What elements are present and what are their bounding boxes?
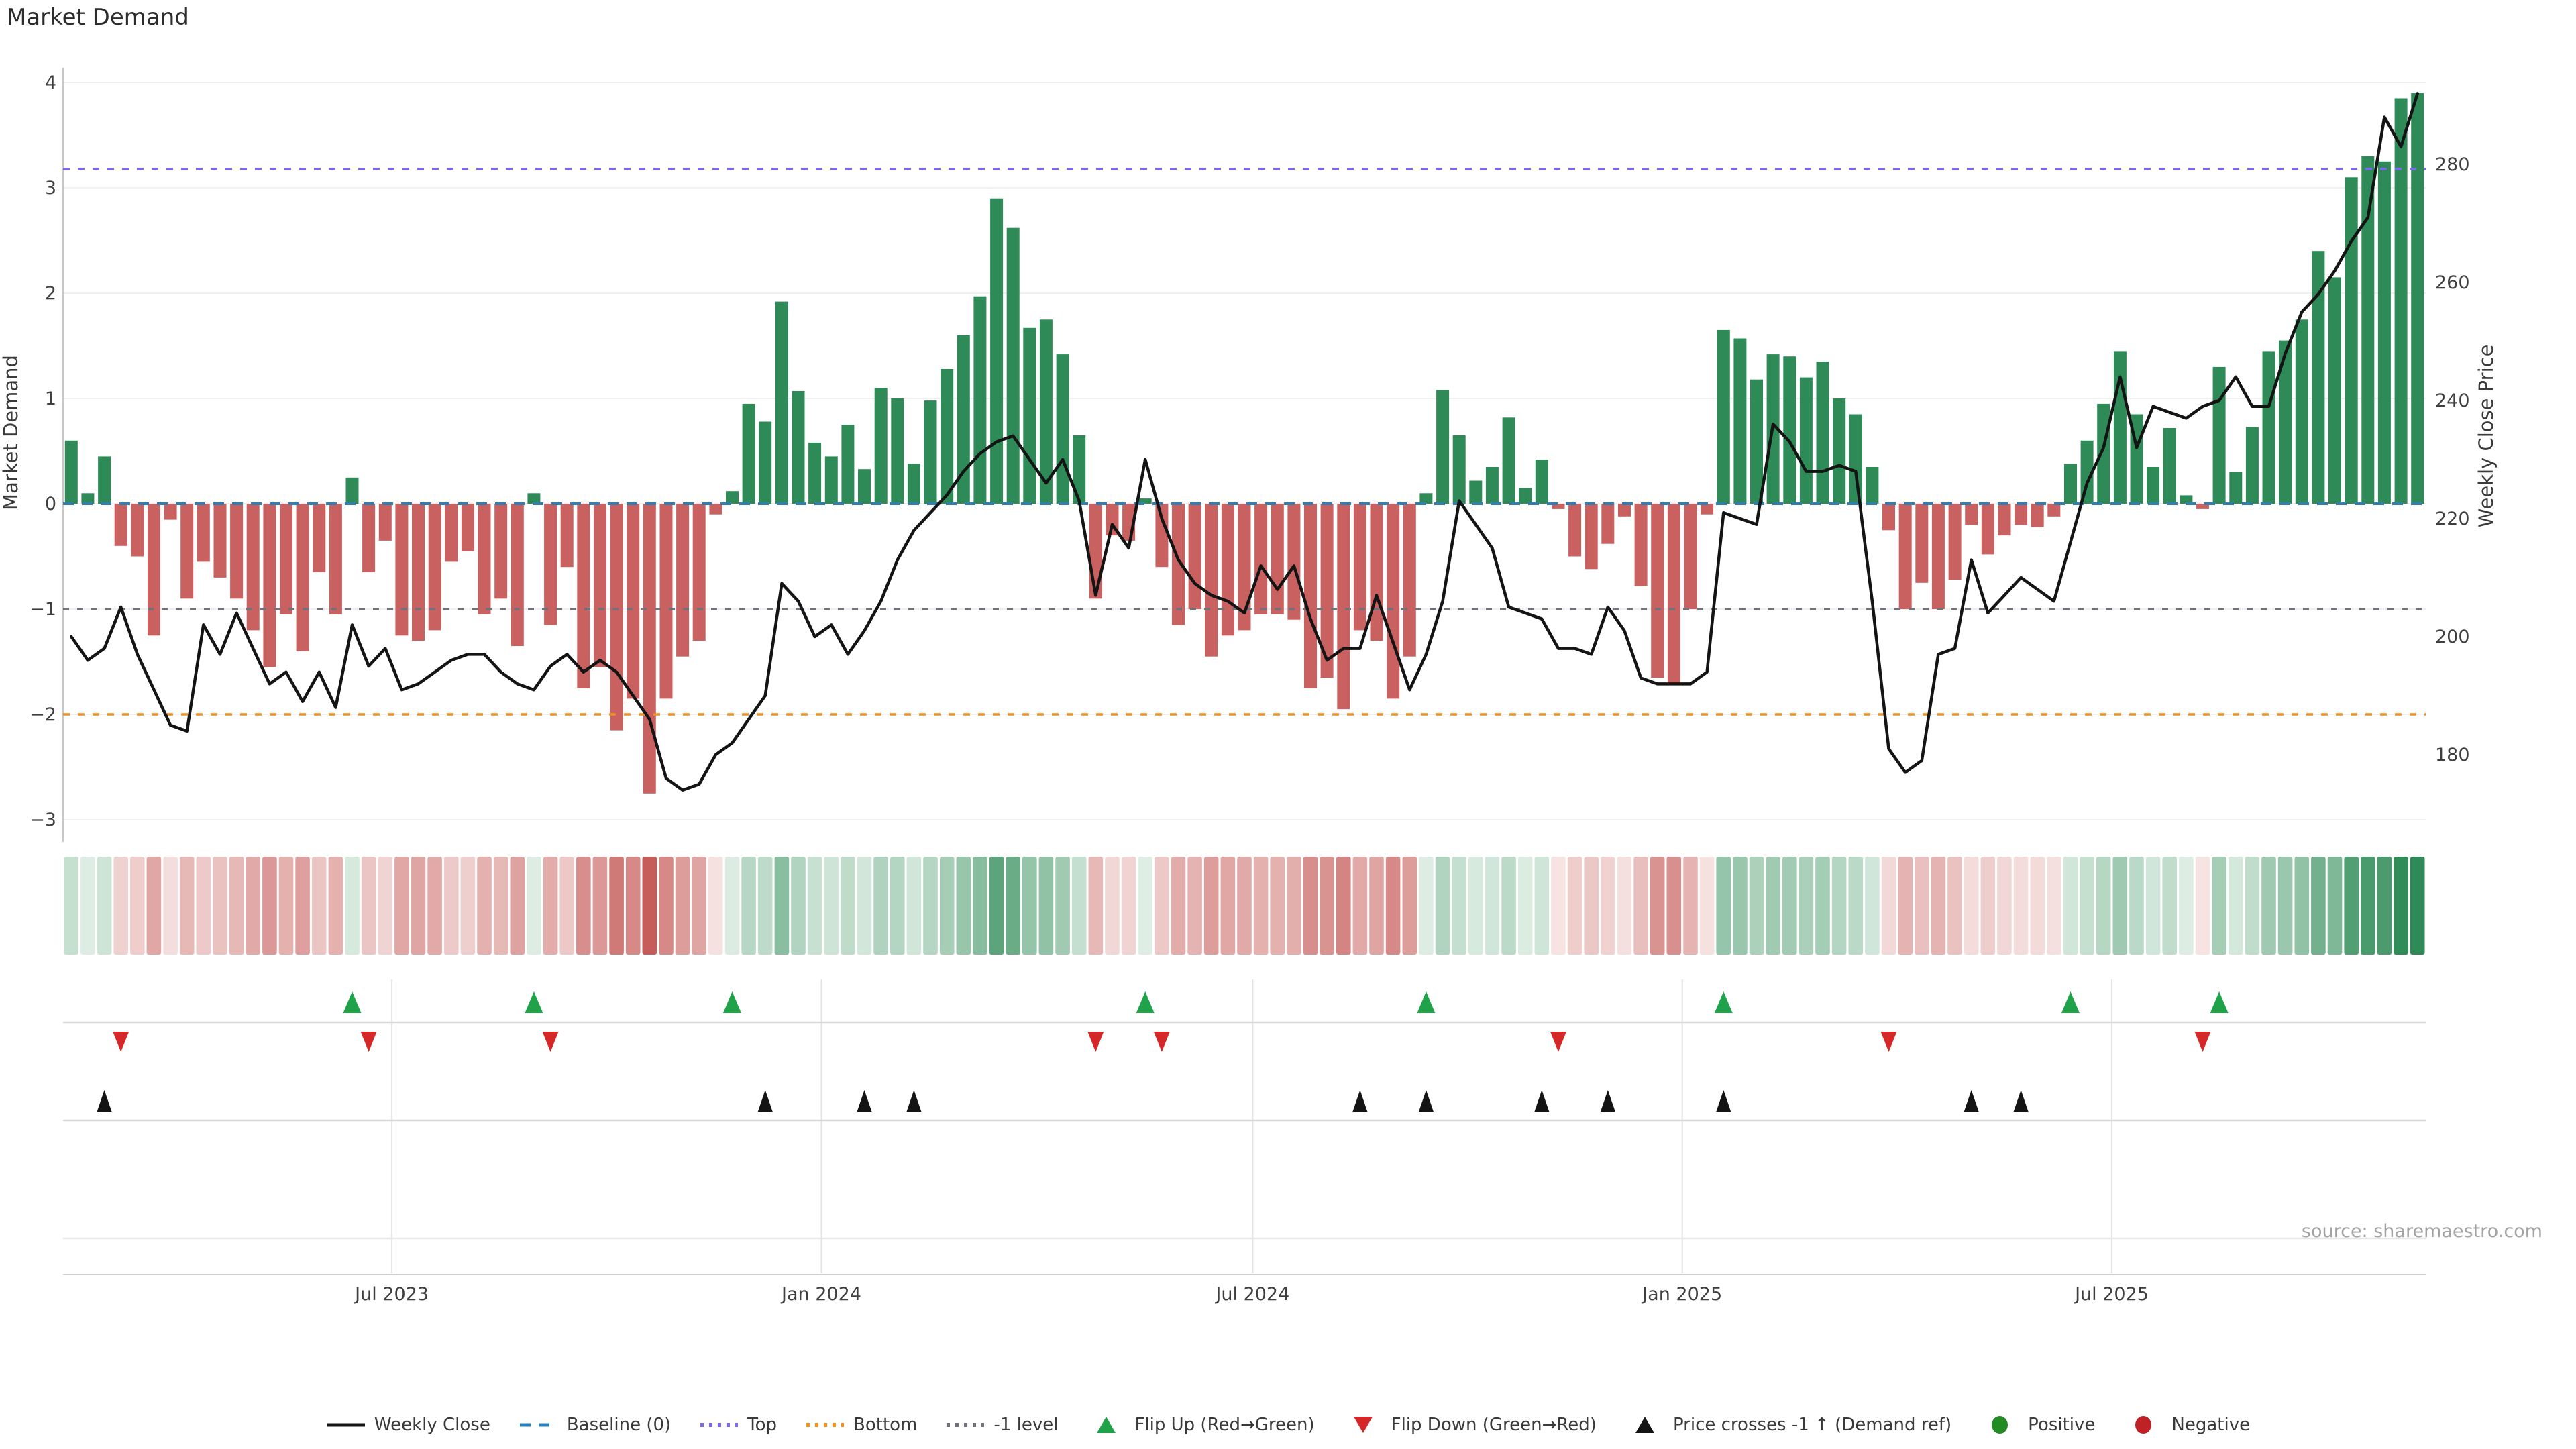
svg-text:Jan 2024: Jan 2024	[780, 1284, 861, 1305]
positive-swatch-icon	[1992, 1416, 2008, 1434]
svg-text:4: 4	[45, 72, 56, 93]
legend-label: Baseline (0)	[566, 1415, 672, 1435]
right-axis-label: Weekly Close Price	[2475, 344, 2498, 528]
svg-text:220: 220	[2435, 508, 2470, 529]
legend-label: Flip Up (Red→Green)	[1134, 1415, 1315, 1435]
chart-title: Market Demand	[7, 4, 189, 31]
svg-text:−2: −2	[30, 704, 56, 725]
minus1-level-swatch-icon	[947, 1423, 985, 1427]
svg-text:180: 180	[2435, 745, 2470, 765]
svg-text:2: 2	[45, 283, 56, 304]
svg-text:Jan 2025: Jan 2025	[1641, 1284, 1722, 1305]
legend-label: Flip Down (Green→Red)	[1391, 1415, 1597, 1435]
negative-swatch-icon	[2135, 1416, 2152, 1434]
legend-item-positive: Positive	[1980, 1414, 2095, 1436]
legend-item-bottom: Bottom	[805, 1414, 917, 1436]
left-axis-label: Market Demand	[0, 355, 22, 511]
legend-label: Positive	[2028, 1415, 2096, 1435]
legend: Weekly Close Baseline (0) Top Bottom -1 leve…	[0, 1414, 2576, 1436]
legend-label: Bottom	[853, 1415, 918, 1435]
svg-text:−3: −3	[30, 810, 56, 830]
top-swatch-icon	[700, 1423, 739, 1427]
legend-item-minus1-level: -1 level	[945, 1414, 1058, 1436]
legend-label: Top	[747, 1415, 777, 1435]
svg-text:Jul 2025: Jul 2025	[2074, 1284, 2149, 1305]
flip-up-swatch-icon	[1097, 1417, 1116, 1433]
svg-text:Jul 2023: Jul 2023	[354, 1284, 429, 1305]
legend-label: Price crosses -1 ↑ (Demand ref)	[1672, 1415, 1952, 1435]
legend-item-flip-up: Flip Up (Red→Green)	[1086, 1414, 1315, 1436]
flip-down-swatch-icon	[1353, 1417, 1373, 1433]
legend-item-flip-down: Flip Down (Green→Red)	[1343, 1414, 1597, 1436]
price-crosses-swatch-icon	[1635, 1417, 1654, 1433]
svg-text:−1: −1	[30, 599, 56, 620]
legend-item-weekly-close: Weekly Close	[326, 1414, 490, 1436]
svg-text:280: 280	[2435, 154, 2470, 175]
svg-text:240: 240	[2435, 390, 2470, 411]
legend-label: Negative	[2171, 1415, 2251, 1435]
svg-text:0: 0	[45, 494, 56, 515]
baseline-swatch-icon	[519, 1423, 557, 1427]
source-attribution: source: sharemaestro.com	[2301, 1221, 2542, 1242]
bottom-swatch-icon	[806, 1423, 845, 1427]
legend-label: Weekly Close	[374, 1415, 490, 1435]
weekly-close-swatch-icon	[327, 1423, 365, 1427]
svg-text:3: 3	[45, 178, 56, 199]
legend-item-top: Top	[699, 1414, 777, 1436]
legend-item-baseline: Baseline (0)	[519, 1414, 671, 1436]
svg-text:1: 1	[45, 388, 56, 409]
svg-text:260: 260	[2435, 272, 2470, 293]
legend-item-negative: Negative	[2123, 1414, 2250, 1436]
svg-text:Jul 2024: Jul 2024	[1214, 1284, 1289, 1305]
legend-item-price-crosses: Price crosses -1 ↑ (Demand ref)	[1625, 1414, 1951, 1436]
legend-label: -1 level	[994, 1415, 1059, 1435]
svg-text:200: 200	[2435, 627, 2470, 647]
